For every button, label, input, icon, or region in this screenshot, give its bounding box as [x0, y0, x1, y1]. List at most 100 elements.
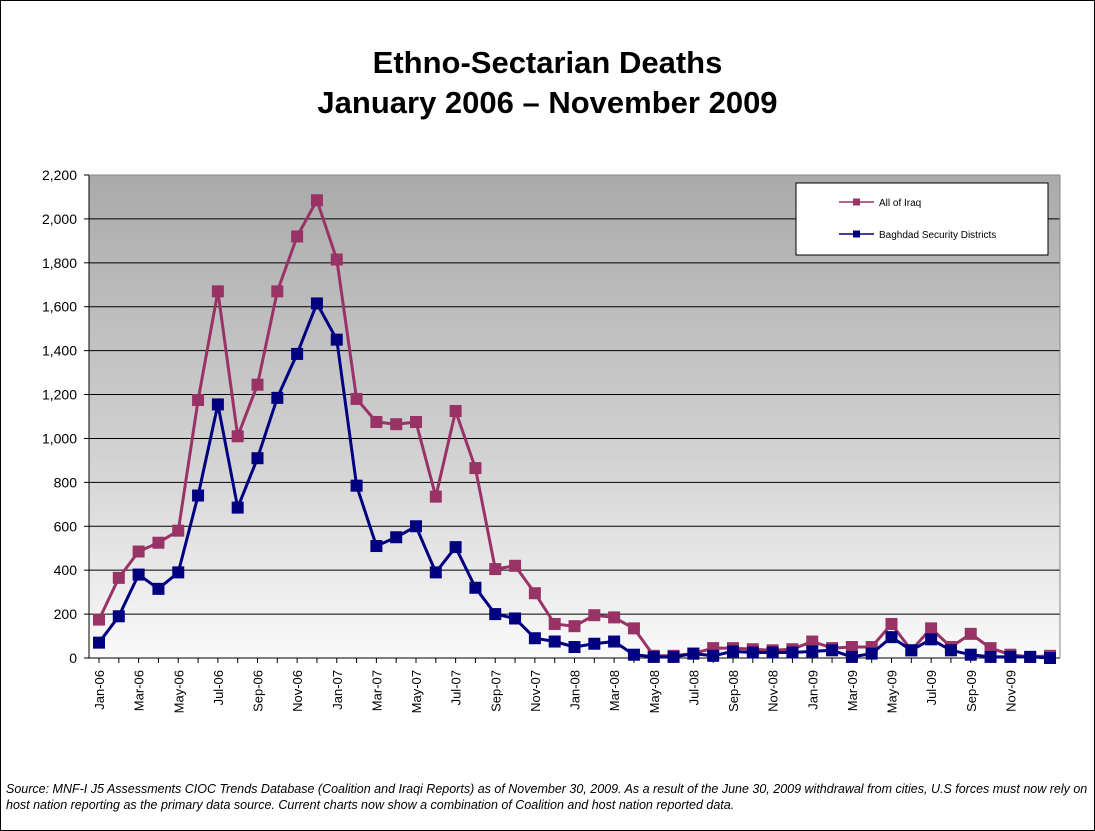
legend: All of Iraq Baghdad Security Districts [795, 182, 1049, 256]
data-point [905, 644, 918, 657]
data-point [192, 489, 205, 502]
x-tick-label: Nov-09 [1003, 670, 1018, 712]
data-point [390, 531, 403, 544]
data-point [112, 610, 125, 623]
data-point [231, 501, 244, 514]
data-point [112, 571, 125, 584]
x-tick-label: Jan-06 [92, 670, 107, 710]
y-tick-label: 1,400 [42, 343, 77, 359]
data-point [865, 647, 878, 660]
y-tick-label: 1,200 [42, 387, 77, 403]
data-point [667, 650, 680, 663]
data-point [192, 394, 205, 407]
x-tick-label: Nov-07 [528, 670, 543, 712]
data-point [984, 650, 997, 663]
gridlines [89, 174, 1060, 615]
data-point [588, 609, 601, 622]
data-point [548, 635, 561, 648]
data-point [410, 415, 422, 428]
data-point [1044, 652, 1056, 664]
data-point [449, 405, 462, 418]
data-point [310, 297, 323, 310]
data-point [627, 622, 640, 635]
data-point [350, 392, 363, 405]
y-tick-label: 1,600 [42, 299, 77, 315]
x-tick-label: Mar-07 [369, 670, 384, 711]
data-point [627, 648, 640, 661]
data-point [727, 645, 739, 658]
data-point [370, 540, 383, 553]
data-point [291, 230, 304, 243]
x-tick-label: Nov-08 [766, 670, 781, 712]
data-point [1024, 650, 1037, 663]
x-tick-label: Mar-06 [132, 670, 147, 711]
data-point [330, 333, 343, 346]
legend-box [795, 182, 1049, 256]
x-tick-label: Jan-07 [330, 670, 345, 710]
legend-label: All of Iraq [879, 198, 921, 209]
x-tick-label: Jan-09 [805, 670, 820, 710]
x-tick-label: May-08 [647, 670, 662, 713]
data-point [885, 631, 898, 644]
data-point [370, 415, 383, 428]
data-point [231, 430, 244, 443]
data-point [806, 635, 819, 648]
x-tick-label: Mar-08 [607, 670, 622, 711]
x-tick-label: May-07 [409, 670, 424, 713]
data-point [687, 647, 700, 660]
legend-marker [853, 198, 860, 206]
data-point [251, 378, 264, 391]
data-point [449, 541, 462, 554]
x-tick-label: Jul-09 [924, 670, 939, 705]
data-point [489, 563, 502, 576]
data-point [469, 462, 482, 475]
data-point [588, 637, 601, 650]
data-point [766, 646, 779, 659]
data-point [707, 649, 720, 662]
x-tick-label: May-09 [885, 670, 900, 713]
y-tick-label: 1,800 [42, 255, 77, 271]
x-tick-label: Jul-08 [686, 670, 701, 705]
x-tick-label: Mar-09 [845, 670, 860, 711]
data-point [93, 613, 105, 626]
x-tick-label: Sep-09 [964, 670, 979, 712]
data-point [172, 566, 185, 579]
y-tick-label: 2,200 [42, 167, 77, 183]
data-point [964, 627, 977, 640]
data-point [746, 646, 759, 659]
data-point [528, 587, 541, 600]
y-axis-ticks: 0 200 400 600 800 1,000 1,200 1,400 1,600 1,800 2,… [42, 167, 89, 666]
data-point [806, 645, 819, 658]
data-point [211, 285, 224, 298]
data-point [291, 347, 304, 360]
data-point [93, 636, 105, 649]
data-point [1004, 650, 1017, 663]
data-point [845, 641, 858, 654]
data-point [172, 524, 185, 537]
data-point [132, 545, 145, 558]
data-point [964, 648, 977, 661]
data-point [647, 650, 660, 663]
data-point [271, 285, 284, 298]
data-point [528, 632, 541, 645]
x-tick-label: Jan-08 [568, 670, 583, 710]
x-tick-label: Sep-07 [488, 670, 503, 712]
data-point [608, 611, 621, 624]
data-point [885, 617, 898, 630]
data-point [489, 608, 502, 621]
y-tick-label: 2,000 [42, 211, 77, 227]
data-point [925, 622, 938, 635]
data-point [469, 581, 482, 594]
data-point [548, 617, 561, 630]
data-point [845, 650, 858, 663]
data-point [211, 398, 224, 411]
data-point [509, 612, 522, 625]
data-point [608, 635, 621, 648]
y-tick-label: 1,000 [42, 430, 77, 446]
data-point [568, 641, 581, 654]
y-tick-label: 400 [54, 562, 78, 578]
data-point [826, 644, 839, 657]
data-point [350, 479, 363, 492]
x-tick-label: Jul-06 [211, 670, 226, 705]
y-tick-label: 600 [54, 518, 78, 534]
